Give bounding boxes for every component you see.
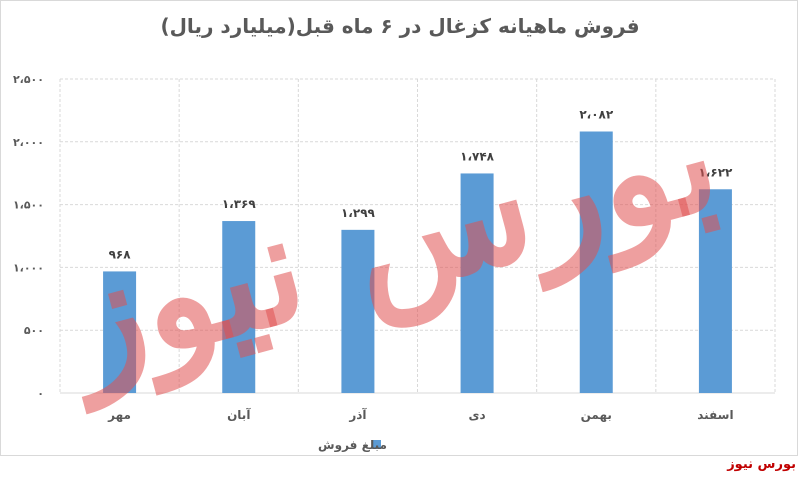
- bar-value-label: ۹۶۸: [109, 247, 132, 261]
- bar-value-label: ۱،۶۲۲: [698, 165, 733, 179]
- x-tick-label: اسفند: [697, 408, 733, 422]
- y-tick-label: ۲،۰۰۰: [13, 136, 44, 149]
- bar: [460, 173, 494, 393]
- x-tick-label: دی: [469, 408, 486, 422]
- x-tick-label: آذر: [348, 407, 367, 422]
- bar-value-label: ۱،۲۹۹: [341, 206, 376, 220]
- y-tick-label: ۵۰۰: [24, 324, 44, 337]
- bar: [698, 189, 732, 393]
- y-tick-label: ۱،۰۰۰: [13, 261, 44, 274]
- x-tick-label: آبان: [227, 407, 251, 422]
- bar: [222, 221, 256, 393]
- chart-title: فروش ماهیانه کزغال در ۶ ماه قبل(میلیارد …: [160, 14, 640, 38]
- legend-swatch: [372, 440, 381, 449]
- bar-value-label: ۱،۳۶۹: [222, 197, 257, 211]
- y-tick-label: ۰: [37, 387, 44, 400]
- bar: [579, 131, 613, 393]
- watermark-logo: بورس نیوز: [40, 67, 736, 414]
- y-tick-label: ۲،۵۰۰: [13, 73, 44, 86]
- y-tick-label: ۱،۵۰۰: [13, 199, 44, 212]
- bar: [341, 229, 375, 393]
- bar-value-label: ۲،۰۸۲: [579, 108, 614, 122]
- brand-label: بورس نیوز: [727, 457, 796, 472]
- x-tick-label: بهمن: [581, 408, 612, 422]
- bar: [103, 271, 137, 393]
- bar-value-label: ۱،۷۴۸: [460, 149, 495, 163]
- legend-label: مبلغ فروش: [318, 438, 387, 453]
- x-tick-label: مهر: [107, 408, 131, 422]
